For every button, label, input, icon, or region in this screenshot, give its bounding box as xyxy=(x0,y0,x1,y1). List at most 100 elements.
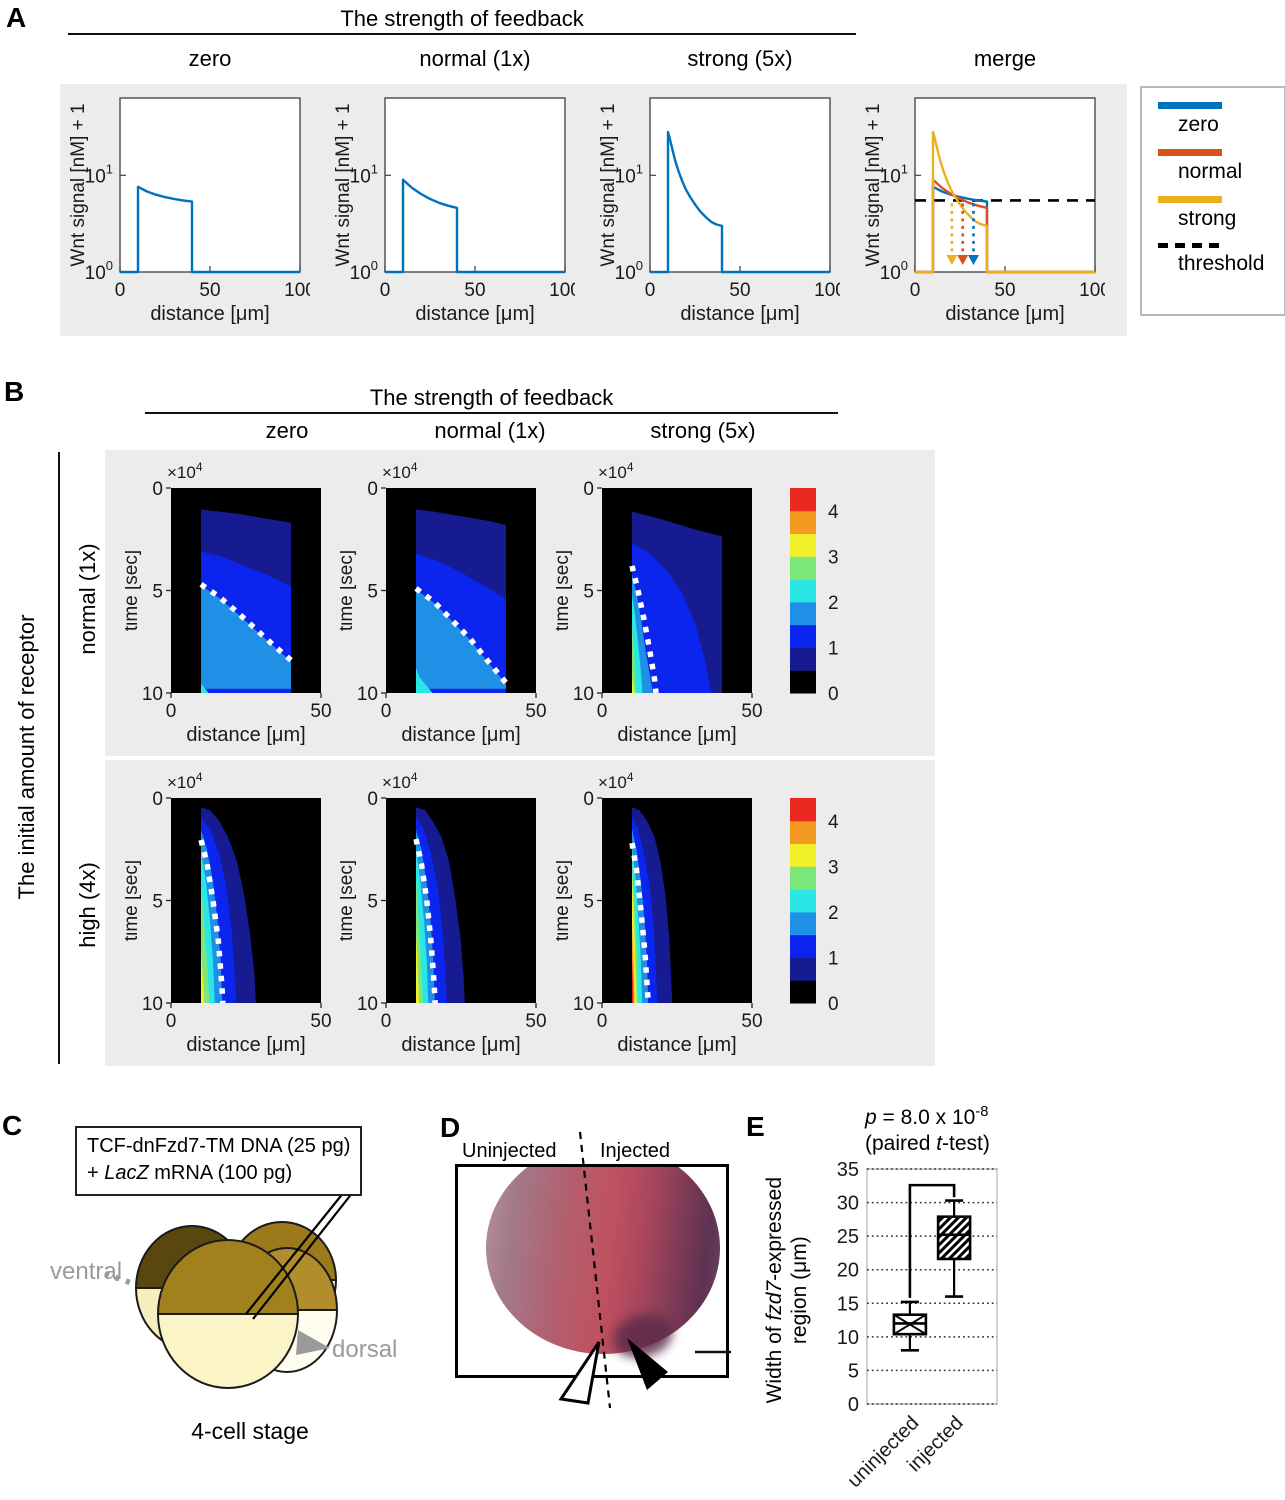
svg-text:0: 0 xyxy=(381,1011,392,1032)
svg-text:0: 0 xyxy=(597,701,608,722)
panel-d-overlay xyxy=(558,1131,731,1409)
pvalue-text: p = 8.0 x 10-8 (paired t-test) xyxy=(865,1104,990,1156)
svg-text:distance [μm]: distance [μm] xyxy=(401,1034,520,1056)
legend-entry-zero: zero xyxy=(1158,102,1284,136)
svg-text:5: 5 xyxy=(152,582,163,603)
svg-text:time [sec]: time [sec] xyxy=(556,860,573,941)
svg-text:0: 0 xyxy=(828,684,839,705)
panel-b-col-normal: normal (1x) xyxy=(434,418,546,443)
svg-text:Wnt signal [nM] + 1: Wnt signal [nM] + 1 xyxy=(70,103,89,266)
svg-text:101: 101 xyxy=(615,161,643,187)
panel-b-side-label: The initial amount of receptor xyxy=(14,614,39,900)
svg-text:5: 5 xyxy=(152,892,163,913)
svg-text:0: 0 xyxy=(597,1011,608,1032)
svg-text:0: 0 xyxy=(367,479,378,500)
panel-b-col-zero: zero xyxy=(265,418,309,443)
panel-b-row-high: high (4x) xyxy=(75,862,100,948)
panel-c-label: C xyxy=(2,1110,23,1141)
svg-text:100: 100 xyxy=(880,258,908,284)
svg-text:Wnt signal [nM] + 1: Wnt signal [nM] + 1 xyxy=(865,103,884,266)
svg-text:0: 0 xyxy=(367,789,378,810)
svg-text:100: 100 xyxy=(615,258,643,284)
injection-line1: TCF-dnFzd7-TM DNA (25 pg) xyxy=(87,1135,351,1157)
svg-text:distance [μm]: distance [μm] xyxy=(945,303,1064,325)
svg-text:50: 50 xyxy=(310,1011,331,1032)
panel-d: D Uninjected Injected xyxy=(440,1112,760,1500)
panel-a-header-rule xyxy=(68,33,856,35)
svg-text:0: 0 xyxy=(583,479,594,500)
svg-text:0: 0 xyxy=(115,280,126,301)
legend-label-strong: strong xyxy=(1178,207,1237,231)
svg-text:distance [μm]: distance [μm] xyxy=(186,1034,305,1056)
svg-text:20: 20 xyxy=(837,1260,859,1282)
svg-text:5: 5 xyxy=(848,1360,859,1382)
panel-b-header: The strength of feedback xyxy=(369,385,614,410)
svg-text:5: 5 xyxy=(367,582,378,603)
svg-text:1: 1 xyxy=(828,638,839,659)
panel-a-col-merge: merge xyxy=(973,46,1037,71)
panel-a-col-strong: strong (5x) xyxy=(687,46,793,71)
legend-entry-strong: strong xyxy=(1158,196,1284,230)
panel-b-row-normal: normal (1x) xyxy=(75,543,100,655)
injection-label-box: TCF-dnFzd7-TM DNA (25 pg) + LacZ mRNA (1… xyxy=(75,1126,363,1196)
svg-text:50: 50 xyxy=(741,1011,762,1032)
lineplot-normal: 0 50 100 100 101 distance [μm] Wnt signal [nM]… xyxy=(335,97,575,325)
four-cell-embryo xyxy=(134,1221,339,1389)
svg-text:×104: ×104 xyxy=(598,770,634,792)
svg-text:time [sec]: time [sec] xyxy=(556,550,573,631)
svg-text:×104: ×104 xyxy=(382,770,418,792)
panel-a-col-normal: normal (1x) xyxy=(419,46,531,71)
svg-text:10: 10 xyxy=(573,684,594,705)
legend-entry-threshold: threshold xyxy=(1158,243,1284,275)
legend-swatch-threshold xyxy=(1158,243,1222,249)
svg-text:50: 50 xyxy=(741,701,762,722)
legend-label-threshold: threshold xyxy=(1178,252,1265,276)
svg-text:0: 0 xyxy=(381,701,392,722)
panel-a-col-zero: zero xyxy=(188,46,232,71)
svg-text:10: 10 xyxy=(573,994,594,1015)
panel-b-col-strong: strong (5x) xyxy=(650,418,756,443)
panel-a-legend: zero normal strong threshold xyxy=(1140,86,1285,316)
svg-text:×104: ×104 xyxy=(382,460,418,482)
legend-swatch-zero xyxy=(1158,102,1222,109)
svg-text:3: 3 xyxy=(828,547,839,568)
svg-text:50: 50 xyxy=(729,280,750,301)
lineplot-merge: 0 50 100 100 101 distance [μm] Wnt signal [nM]… xyxy=(865,97,1105,325)
svg-text:distance [μm]: distance [μm] xyxy=(186,724,305,746)
panel-b-side-rule xyxy=(58,452,60,1064)
svg-text:100: 100 xyxy=(814,280,840,301)
filled-arrowhead xyxy=(627,1338,668,1390)
legend-entry-normal: normal xyxy=(1158,149,1284,183)
legend-swatch-strong xyxy=(1158,196,1222,204)
svg-text:100: 100 xyxy=(549,280,575,301)
svg-text:×104: ×104 xyxy=(598,460,634,482)
svg-text:0: 0 xyxy=(583,789,594,810)
svg-text:50: 50 xyxy=(994,280,1015,301)
svg-text:0: 0 xyxy=(848,1394,859,1416)
panel-a-label: A xyxy=(6,2,27,33)
svg-text:100: 100 xyxy=(1079,280,1105,301)
svg-text:10: 10 xyxy=(837,1327,859,1349)
svg-text:50: 50 xyxy=(525,701,546,722)
svg-text:distance [μm]: distance [μm] xyxy=(617,1034,736,1056)
svg-text:10: 10 xyxy=(357,994,378,1015)
svg-text:0: 0 xyxy=(380,280,391,301)
svg-text:distance [μm]: distance [μm] xyxy=(680,303,799,325)
svg-text:distance [μm]: distance [μm] xyxy=(150,303,269,325)
panel-a-header: The strength of feedback xyxy=(340,6,584,31)
ventral-label: ventral xyxy=(50,1258,123,1285)
svg-text:100: 100 xyxy=(85,258,113,284)
svg-text:Wnt signal [nM] + 1: Wnt signal [nM] + 1 xyxy=(600,103,619,266)
svg-text:50: 50 xyxy=(525,1011,546,1032)
svg-text:2: 2 xyxy=(828,903,839,924)
svg-text:50: 50 xyxy=(464,280,485,301)
panel-b-header-rule xyxy=(145,412,838,414)
svg-text:2: 2 xyxy=(828,593,839,614)
svg-text:101: 101 xyxy=(85,161,113,187)
svg-text:10: 10 xyxy=(142,684,163,705)
svg-text:10: 10 xyxy=(142,994,163,1015)
